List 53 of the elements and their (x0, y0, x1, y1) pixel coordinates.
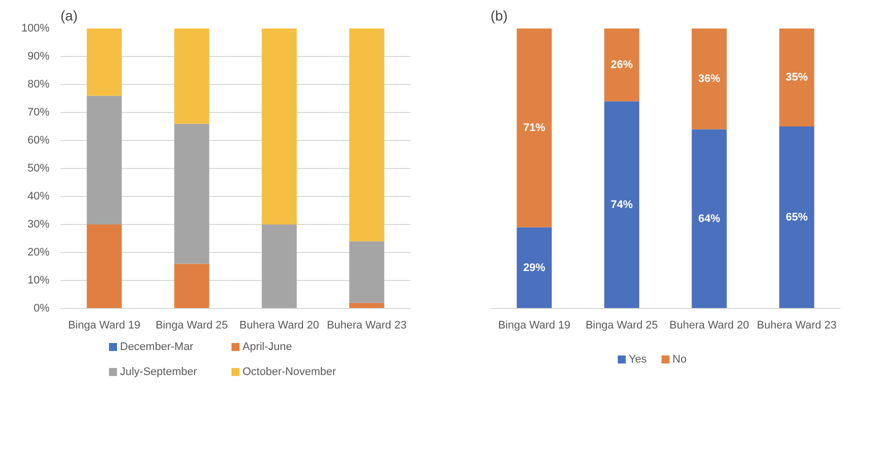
bar (86, 96, 122, 224)
y-tick-label: 90% (27, 50, 50, 62)
bar (692, 28, 727, 130)
data-label: 29% (523, 262, 546, 274)
bar (779, 28, 814, 126)
y-tick-label: 80% (27, 78, 50, 90)
data-label: 65% (786, 212, 808, 224)
data-label: 35% (786, 72, 808, 84)
legend-label: No (672, 354, 687, 366)
x-tick-label: Binga Ward 19 (498, 320, 570, 332)
data-label: 26% (610, 58, 633, 71)
chart-title: (a) (60, 8, 78, 24)
legend-label: April-June (242, 341, 292, 353)
legend-label: October-November (242, 366, 336, 378)
legend-label: Yes (628, 354, 648, 366)
x-tick-label: Binga Ward 25 (586, 320, 658, 332)
bar (604, 101, 640, 308)
y-tick-label: 0% (34, 302, 50, 314)
bar (516, 28, 552, 228)
bar (262, 28, 297, 224)
bar (349, 241, 384, 303)
y-tick-label: 70% (27, 106, 50, 118)
bar (779, 126, 814, 308)
y-tick-label: 20% (27, 246, 50, 258)
bar (86, 224, 122, 308)
data-label: 36% (698, 72, 720, 85)
x-tick-label: Binga Ward 19 (68, 320, 140, 332)
chart-title: (b) (490, 8, 508, 24)
bar (604, 28, 640, 102)
bar (174, 28, 210, 124)
legend-label: December-Mar (120, 341, 194, 353)
y-tick-label: 10% (27, 274, 50, 286)
data-label: 64% (698, 212, 720, 225)
bar (692, 129, 727, 308)
x-tick-label: Buhera Ward 20 (669, 320, 750, 332)
x-tick-label: Buhera Ward 23 (326, 320, 407, 332)
y-tick-label: 40% (27, 190, 50, 202)
bar (174, 124, 210, 264)
data-label: 71% (523, 122, 546, 134)
bar (174, 264, 210, 308)
y-tick-label: 100% (21, 22, 50, 34)
y-tick-label: 30% (27, 218, 50, 230)
x-tick-label: Binga Ward 25 (156, 320, 228, 332)
bar (86, 28, 122, 96)
legend-label: July-September (120, 366, 198, 378)
bar (349, 28, 384, 242)
data-label: 74% (610, 198, 633, 211)
x-tick-label: Buhera Ward 23 (756, 320, 837, 332)
x-tick-label: Buhera Ward 20 (239, 320, 320, 332)
bar (516, 227, 552, 308)
y-tick-label: 60% (27, 134, 50, 146)
bar (262, 224, 297, 308)
y-tick-label: 50% (27, 162, 50, 174)
